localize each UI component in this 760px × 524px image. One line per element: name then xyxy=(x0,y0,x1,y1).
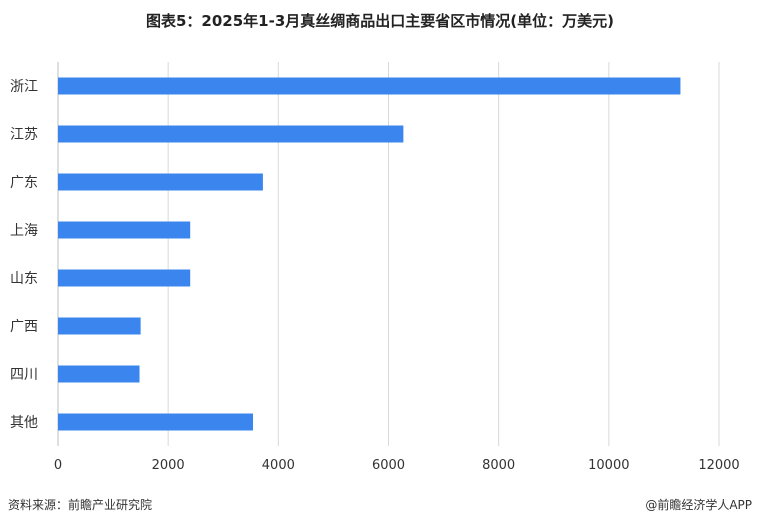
bar xyxy=(58,77,681,95)
chart-title: 图表5：2025年1-3月真丝绸商品出口主要省区市情况(单位：万美元) xyxy=(146,12,614,30)
source-note: 资料来源：前瞻产业研究院 xyxy=(8,498,153,512)
x-tick-label: 2000 xyxy=(152,458,185,473)
x-tick-label: 6000 xyxy=(372,458,405,473)
bar xyxy=(58,413,253,431)
x-tick-label: 8000 xyxy=(482,458,515,473)
bar xyxy=(58,125,404,143)
bar xyxy=(58,221,191,239)
x-tick-label: 12000 xyxy=(698,458,739,473)
y-category-label: 广东 xyxy=(10,175,38,191)
y-category-label: 四川 xyxy=(10,367,38,383)
y-category-label: 其他 xyxy=(10,415,38,431)
y-category-label: 浙江 xyxy=(10,79,38,95)
y-category-label: 江苏 xyxy=(10,127,38,143)
bar xyxy=(58,173,263,191)
y-category-label: 广西 xyxy=(10,319,38,335)
y-category-label: 山东 xyxy=(10,271,38,287)
bar xyxy=(58,269,191,287)
bar xyxy=(58,317,141,335)
x-tick-label: 10000 xyxy=(588,458,629,473)
x-tick-label: 0 xyxy=(54,458,62,473)
label-layer: 0 2000 4000 6000 8000 10000 12000 浙江江苏广东上海山东广西四… xyxy=(10,79,740,473)
x-tick-label: 4000 xyxy=(262,458,295,473)
grid-layer xyxy=(57,62,720,446)
y-category-label: 上海 xyxy=(10,223,38,239)
brand-credit: @前瞻经济学人APP xyxy=(645,498,752,512)
bar-layer xyxy=(58,77,681,431)
bar xyxy=(58,365,140,383)
